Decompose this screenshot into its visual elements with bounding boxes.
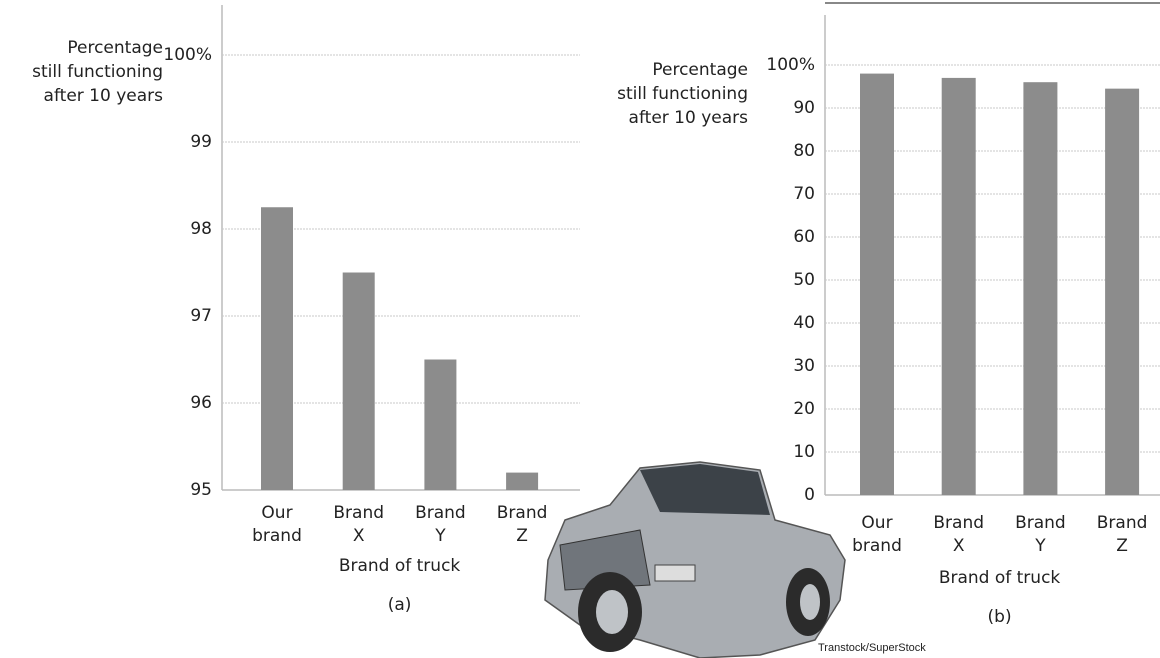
- y-tick-label: 40: [793, 313, 815, 333]
- y-tick-label: 50: [793, 270, 815, 290]
- x-tick-label: Brand: [333, 503, 384, 523]
- caption: (b): [988, 607, 1012, 627]
- y-axis-label: still functioning: [32, 62, 163, 82]
- y-axis-label: Percentage: [67, 38, 163, 58]
- x-tick-label: Z: [516, 526, 528, 546]
- bar: [1105, 89, 1139, 495]
- y-tick-label: 20: [793, 399, 815, 419]
- y-tick-label: 96: [190, 393, 212, 413]
- bar: [424, 360, 456, 491]
- x-tick-label: Z: [1116, 536, 1128, 556]
- y-tick-label: 97: [190, 306, 212, 326]
- x-axis-label: Brand of truck: [939, 568, 1061, 588]
- caption: (a): [388, 595, 412, 615]
- y-tick-label: 90: [793, 98, 815, 118]
- truck-photo: [545, 462, 845, 658]
- y-tick-label: 100%: [766, 55, 815, 75]
- x-tick-label: Brand: [1097, 513, 1148, 533]
- x-tick-label: Brand: [1015, 513, 1066, 533]
- bar: [942, 78, 976, 495]
- x-tick-label: brand: [852, 536, 902, 556]
- y-axis-label: after 10 years: [44, 86, 164, 106]
- bar: [506, 473, 538, 490]
- y-tick-label: 98: [190, 219, 212, 239]
- y-axis-label: after 10 years: [629, 108, 749, 128]
- x-tick-label: Brand: [415, 503, 466, 523]
- y-tick-label: 10: [793, 442, 815, 462]
- y-axis-label: Percentage: [652, 60, 748, 80]
- x-axis-label: Brand of truck: [339, 556, 461, 576]
- x-tick-label: Our: [861, 513, 892, 533]
- bar: [343, 273, 375, 491]
- y-tick-label: 99: [190, 132, 212, 152]
- bar: [1023, 82, 1057, 495]
- y-tick-label: 100%: [163, 45, 212, 65]
- x-tick-label: brand: [252, 526, 302, 546]
- y-tick-label: 95: [190, 480, 212, 500]
- x-tick-label: Y: [1034, 536, 1046, 556]
- y-tick-label: 60: [793, 227, 815, 247]
- y-tick-label: 30: [793, 356, 815, 376]
- x-tick-label: X: [953, 536, 965, 556]
- y-tick-label: 0: [804, 485, 815, 505]
- x-tick-label: Brand: [933, 513, 984, 533]
- figure: Transtock/SuperStock 9596979899100%Perce…: [0, 0, 1160, 658]
- y-tick-label: 70: [793, 184, 815, 204]
- bar: [860, 74, 894, 495]
- x-tick-label: X: [353, 526, 365, 546]
- y-axis-label: still functioning: [617, 84, 748, 104]
- x-tick-label: Y: [434, 526, 446, 546]
- x-tick-label: Brand: [497, 503, 548, 523]
- photo-credit: Transtock/SuperStock: [818, 642, 926, 654]
- y-tick-label: 80: [793, 141, 815, 161]
- bar: [261, 207, 293, 490]
- x-tick-label: Our: [261, 503, 292, 523]
